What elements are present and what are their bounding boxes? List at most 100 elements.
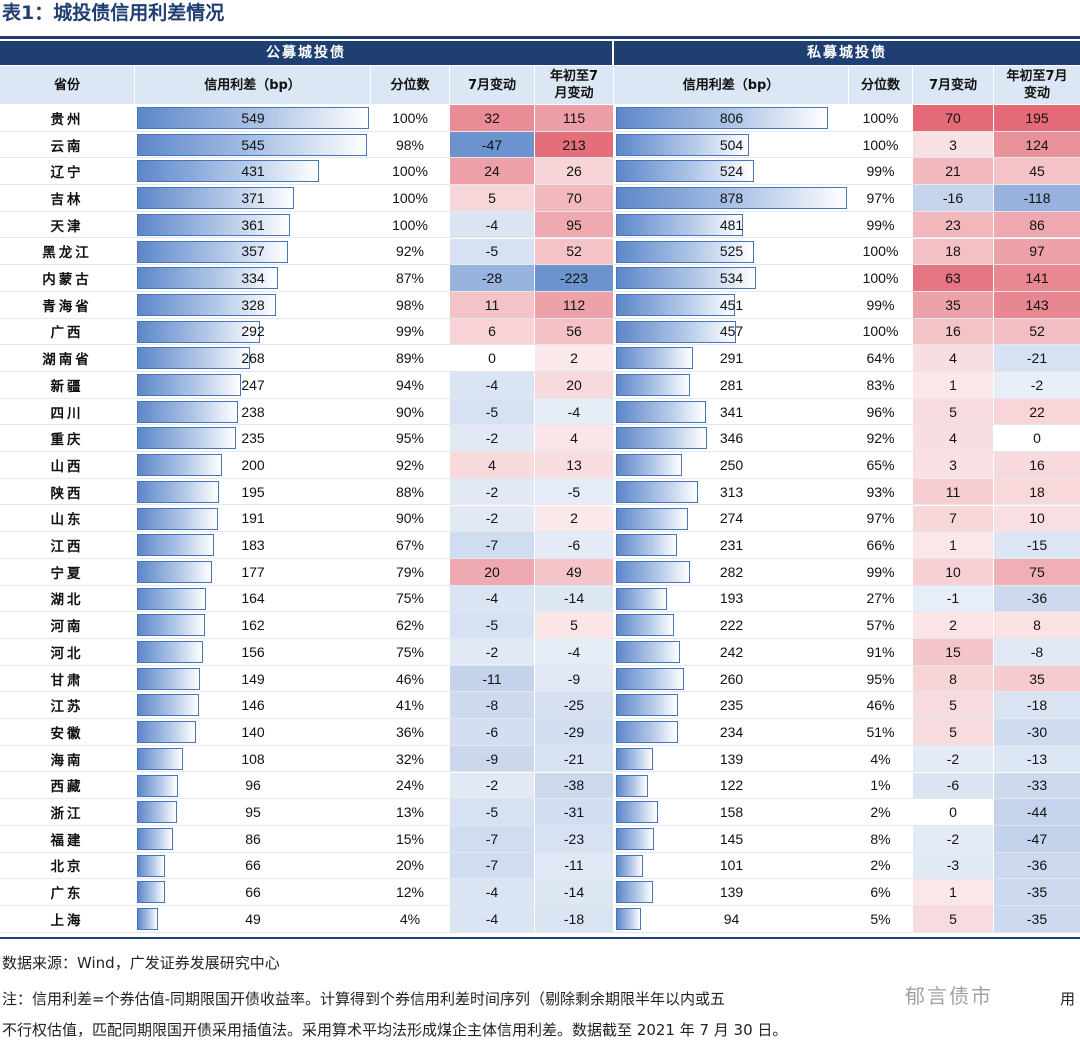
cell-province: 云南 [50,138,84,155]
cell-ytd-change-private: 75 [994,558,1080,585]
table-row: 天津 361 100% -4 95 481 99% 23 86 [0,211,1080,239]
cell-ytd-change-public: -9 [535,665,613,692]
cell-spread-private: 281 [719,376,744,393]
cell-spread-private: 274 [719,510,744,527]
cell-province: 内蒙古 [42,272,92,289]
header-ytd-line1: 年初至7 [549,69,599,84]
cell-province: 天津 [50,218,84,235]
cell-ytd-change-public: -14 [535,585,613,612]
cell-percentile-private: 92% [866,430,895,447]
cell-percentile-private: 93% [866,483,895,500]
cell-ytd-change-private: -30 [994,719,1080,745]
table-row: 云南 545 98% -47 213 504 100% 3 124 [0,131,1080,159]
cell-jul-change-private: 3 [913,452,993,478]
cell-spread-private: 260 [719,670,744,687]
cell-ytd-change-private: 8 [994,612,1080,638]
cell-province: 西藏 [50,779,84,796]
cell-percentile-public: 15% [395,830,425,847]
header-ytd-change-private: 年初至7月 变动 [994,66,1080,104]
cell-spread-public: 86 [245,830,261,847]
header-percentile-public: 分位数 [371,66,449,104]
cell-percentile-private: 64% [866,350,895,367]
cell-jul-change-public: 32 [450,105,534,131]
cell-percentile-public: 95% [395,430,425,447]
cell-spread-public: 328 [241,296,265,313]
cell-spread-private: 235 [719,697,744,714]
cell-jul-change-public: -2 [450,425,534,452]
cell-spread-private: 346 [719,430,744,447]
cell-province: 河南 [50,619,84,636]
spread-bar-public [137,667,200,690]
cell-jul-change-public: 0 [450,345,534,371]
cell-spread-private: 250 [719,456,744,473]
cell-spread-private: 145 [719,830,744,847]
cell-jul-change-public: -7 [450,532,534,558]
cell-province: 湖南省 [42,352,92,369]
cell-province: 宁夏 [50,565,84,582]
cell-percentile-public: 46% [395,670,425,687]
cell-percentile-public: 36% [395,723,425,740]
header-percentile-private: 分位数 [849,66,912,104]
cell-province: 广西 [50,325,84,342]
cell-spread-public: 177 [241,563,265,580]
cell-jul-change-private: 5 [913,719,993,745]
cell-jul-change-private: 70 [913,105,993,131]
cell-percentile-public: 94% [395,376,425,393]
cell-spread-public: 361 [241,216,265,233]
table-row: 浙江 95 13% -5 -31 158 2% 0 -44 [0,799,1080,826]
cell-spread-public: 292 [241,323,265,340]
spread-bar-private [616,507,689,530]
header-ytd-line2: 月变动 [554,86,594,101]
cell-ytd-change-public: 26 [535,158,613,185]
spread-bar-private [616,320,737,343]
cell-ytd-change-private: -36 [994,852,1080,879]
cell-jul-change-public: -5 [450,799,534,825]
cell-province: 上海 [50,912,84,929]
spread-bar-public [137,187,294,210]
cell-percentile-public: 100% [392,189,428,206]
cell-ytd-change-public: 112 [535,291,613,318]
cell-ytd-change-public: 56 [535,318,613,345]
cell-province: 陕西 [50,485,84,502]
cell-jul-change-private: 16 [913,318,993,345]
cell-jul-change-public: -2 [450,772,534,799]
cell-jul-change-private: -2 [913,825,993,852]
cell-province: 四川 [50,405,84,422]
cell-spread-public: 431 [241,163,265,180]
spread-bar-private [616,908,641,930]
table-row: 内蒙古 334 87% -28 -223 534 100% 63 141 [0,265,1080,292]
header-province: 省份 [0,66,134,104]
table-row: 贵州 549 100% 32 115 806 100% 70 195 [0,105,1080,132]
cell-jul-change-public: -28 [450,265,534,291]
cell-percentile-private: 100% [862,109,899,126]
spread-bar-private [616,534,677,557]
spread-bar-private [616,774,649,797]
cell-percentile-public: 92% [395,456,425,473]
cell-jul-change-private: 1 [913,372,993,398]
cell-percentile-private: 97% [866,510,895,527]
spread-bar-public [137,267,279,290]
spread-bar-public [137,507,218,530]
cell-spread-public: 195 [241,483,265,500]
cell-jul-change-public: 20 [450,558,534,585]
cell-spread-public: 268 [241,350,265,367]
table-row: 江西 183 67% -7 -6 231 66% 1 -15 [0,532,1080,559]
header-jul-change-private: 7月变动 [913,66,993,104]
cell-ytd-change-public: 20 [535,372,613,398]
header-ytd-change-public: 年初至7 月变动 [535,66,613,104]
table-row: 山东 191 90% -2 2 274 97% 7 10 [0,505,1080,533]
cell-province: 甘肃 [50,672,84,689]
spread-bar-public [137,560,212,583]
cell-province: 吉林 [50,191,84,208]
cell-ytd-change-private: -118 [994,185,1080,211]
cell-spread-public: 49 [245,910,261,927]
cell-percentile-private: 6% [870,884,891,901]
cell-spread-public: 371 [241,189,265,206]
cell-jul-change-public: -2 [450,505,534,532]
cell-spread-public: 200 [241,456,265,473]
cell-spread-private: 222 [719,617,744,634]
spread-bar-private [616,827,655,850]
cell-spread-public: 183 [241,537,265,554]
cell-jul-change-private: 21 [913,158,993,185]
cell-percentile-public: 24% [395,777,425,794]
